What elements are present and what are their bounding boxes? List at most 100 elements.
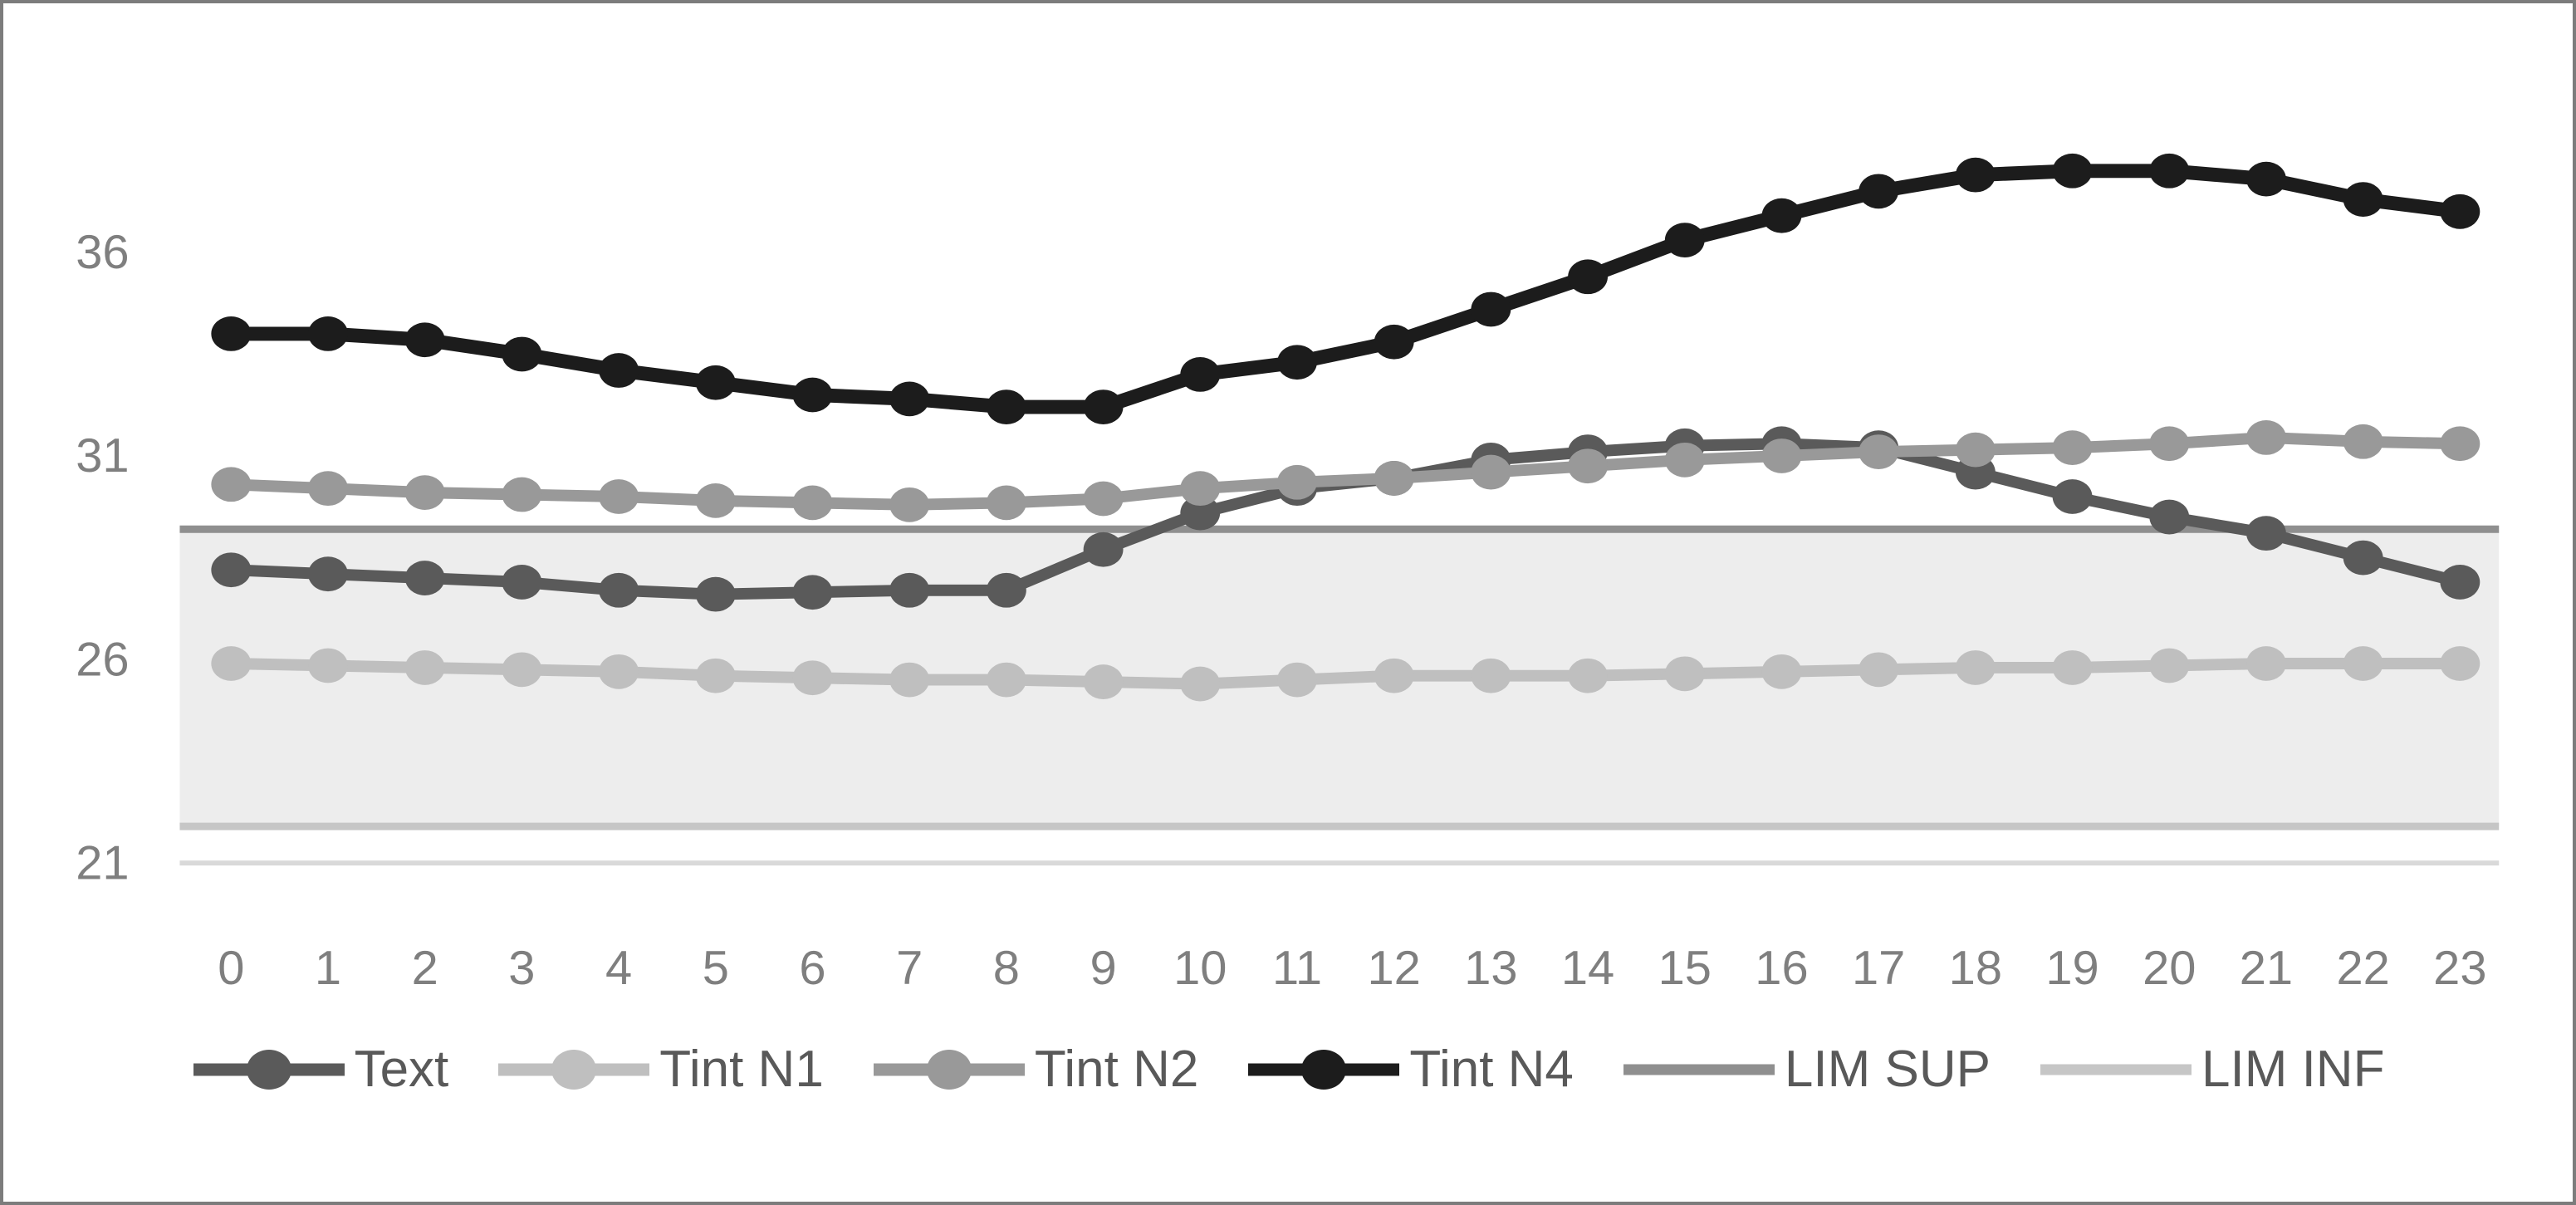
series-marker-tint-n4 (1761, 198, 1802, 233)
series-marker-tint-n1 (1761, 654, 1802, 689)
x-tick-label: 21 (2240, 942, 2293, 995)
series-marker-tint-n1 (2052, 650, 2093, 685)
legend-item-tint-n1: Tint N1 (497, 1040, 824, 1099)
series-marker-tint-n1 (1374, 658, 1414, 693)
series-marker-tint-n1 (211, 646, 252, 681)
series-marker-tint-n2 (889, 487, 930, 522)
series-marker-tint-n2 (1955, 432, 1996, 468)
series-marker-tint-n1 (502, 652, 542, 688)
series-marker-tint-n2 (211, 467, 252, 502)
x-tick-label: 20 (2143, 942, 2196, 995)
x-tick-label: 11 (1272, 942, 1322, 995)
x-tick-label: 22 (2336, 942, 2389, 995)
series-marker-tint-n2 (2149, 426, 2190, 462)
series-marker-tint-n1 (2343, 646, 2383, 681)
legend-swatch-icon (1623, 1064, 1775, 1075)
x-tick-label: 16 (1755, 942, 1808, 995)
series-marker-text (2052, 479, 2093, 514)
x-tick-label: 18 (1949, 942, 2002, 995)
series-marker-tint-n2 (1761, 438, 1802, 473)
x-tick-label: 17 (1852, 942, 1905, 995)
y-tick-label: 36 (76, 226, 129, 279)
series-marker-tint-n4 (1277, 345, 1317, 380)
legend-item-tint-n2: Tint N2 (872, 1040, 1199, 1099)
legend-swatch-icon (1248, 1049, 1400, 1090)
series-marker-tint-n1 (404, 650, 445, 685)
series-marker-tint-n2 (502, 477, 542, 512)
series-marker-tint-n1 (1277, 662, 1317, 698)
y-tick-label: 31 (76, 429, 129, 482)
series-marker-tint-n2 (695, 482, 736, 518)
x-tick-label: 8 (993, 942, 1020, 995)
series-marker-tint-n2 (1664, 442, 1705, 478)
series-marker-tint-n2 (1374, 461, 1414, 496)
series-marker-tint-n4 (2440, 193, 2481, 229)
series-marker-text (599, 572, 639, 608)
x-tick-label: 12 (1367, 942, 1420, 995)
series-marker-tint-n4 (1083, 389, 1124, 424)
series-marker-text (2343, 540, 2383, 576)
x-tick-label: 7 (896, 942, 923, 995)
legend-item-tint-n4: Tint N4 (1246, 1040, 1574, 1099)
series-marker-tint-n1 (2149, 648, 2190, 683)
series-marker-text (986, 572, 1026, 608)
series-marker-tint-n2 (2246, 420, 2286, 455)
series-marker-tint-n4 (404, 322, 445, 358)
series-marker-tint-n2 (1277, 464, 1317, 500)
series-marker-tint-n2 (404, 475, 445, 511)
series-marker-tint-n1 (1568, 658, 1609, 693)
series-marker-tint-n4 (695, 365, 736, 400)
series-marker-tint-n4 (308, 316, 348, 351)
series-marker-tint-n4 (1180, 357, 1221, 392)
x-tick-label: 23 (2433, 942, 2486, 995)
legend-label: LIM SUP (1784, 1041, 1991, 1098)
legend-swatch-icon (873, 1049, 1025, 1090)
x-tick-label: 15 (1658, 942, 1712, 995)
x-tick-label: 2 (412, 942, 438, 995)
series-marker-text (2440, 565, 2481, 600)
series-marker-tint-n2 (2343, 424, 2383, 459)
series-marker-tint-n4 (1664, 223, 1705, 258)
legend-swatch-icon (193, 1049, 345, 1090)
x-tick-label: 6 (799, 942, 825, 995)
x-tick-label: 5 (703, 942, 729, 995)
series-marker-tint-n1 (1955, 650, 1996, 685)
series-marker-tint-n2 (1180, 471, 1221, 507)
series-marker-tint-n1 (792, 660, 833, 696)
series-marker-tint-n4 (2149, 153, 2190, 189)
chart-legend: Text Tint N1 Tint N2 Tint N4 LIM SUP LIM INF (3, 1040, 2573, 1099)
legend-label: Tint N1 (659, 1041, 824, 1098)
series-marker-tint-n1 (2246, 646, 2286, 681)
series-marker-tint-n1 (1083, 664, 1124, 699)
series-marker-tint-n2 (2052, 430, 2093, 466)
series-marker-text (308, 556, 348, 592)
series-marker-tint-n4 (599, 353, 639, 388)
series-marker-tint-n2 (1471, 454, 1511, 490)
series-marker-text (404, 561, 445, 595)
series-marker-tint-n1 (1664, 656, 1705, 692)
y-tick-label: 21 (76, 837, 129, 890)
series-line-tint-n4 (231, 164, 2461, 414)
series-marker-text (1180, 495, 1221, 531)
legend-item-text: Text (192, 1040, 448, 1099)
series-marker-text (2149, 499, 2190, 535)
x-tick-label: 10 (1173, 942, 1227, 995)
legend-label: Tint N2 (1034, 1041, 1199, 1098)
x-tick-label: 13 (1464, 942, 1517, 995)
series-marker-tint-n1 (1180, 666, 1221, 702)
x-tick-label: 9 (1090, 942, 1116, 995)
series-marker-text (2246, 516, 2286, 551)
legend-label: LIM INF (2201, 1041, 2385, 1098)
series-line-tint-n2 (230, 431, 2461, 511)
x-tick-label: 3 (508, 942, 535, 995)
series-marker-tint-n1 (889, 662, 930, 698)
series-marker-tint-n1 (695, 658, 736, 693)
series-marker-text (502, 565, 542, 600)
series-marker-tint-n4 (1568, 259, 1609, 295)
series-marker-tint-n4 (2246, 161, 2286, 197)
series-marker-tint-n2 (986, 485, 1026, 521)
legend-item-lim-sup: LIM SUP (1622, 1040, 1991, 1099)
series-marker-tint-n1 (986, 662, 1026, 698)
y-tick-label: 26 (76, 633, 129, 686)
